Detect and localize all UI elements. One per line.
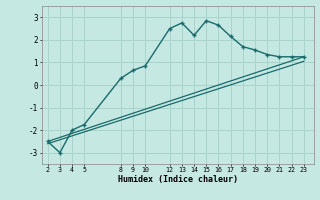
X-axis label: Humidex (Indice chaleur): Humidex (Indice chaleur) bbox=[118, 175, 237, 184]
